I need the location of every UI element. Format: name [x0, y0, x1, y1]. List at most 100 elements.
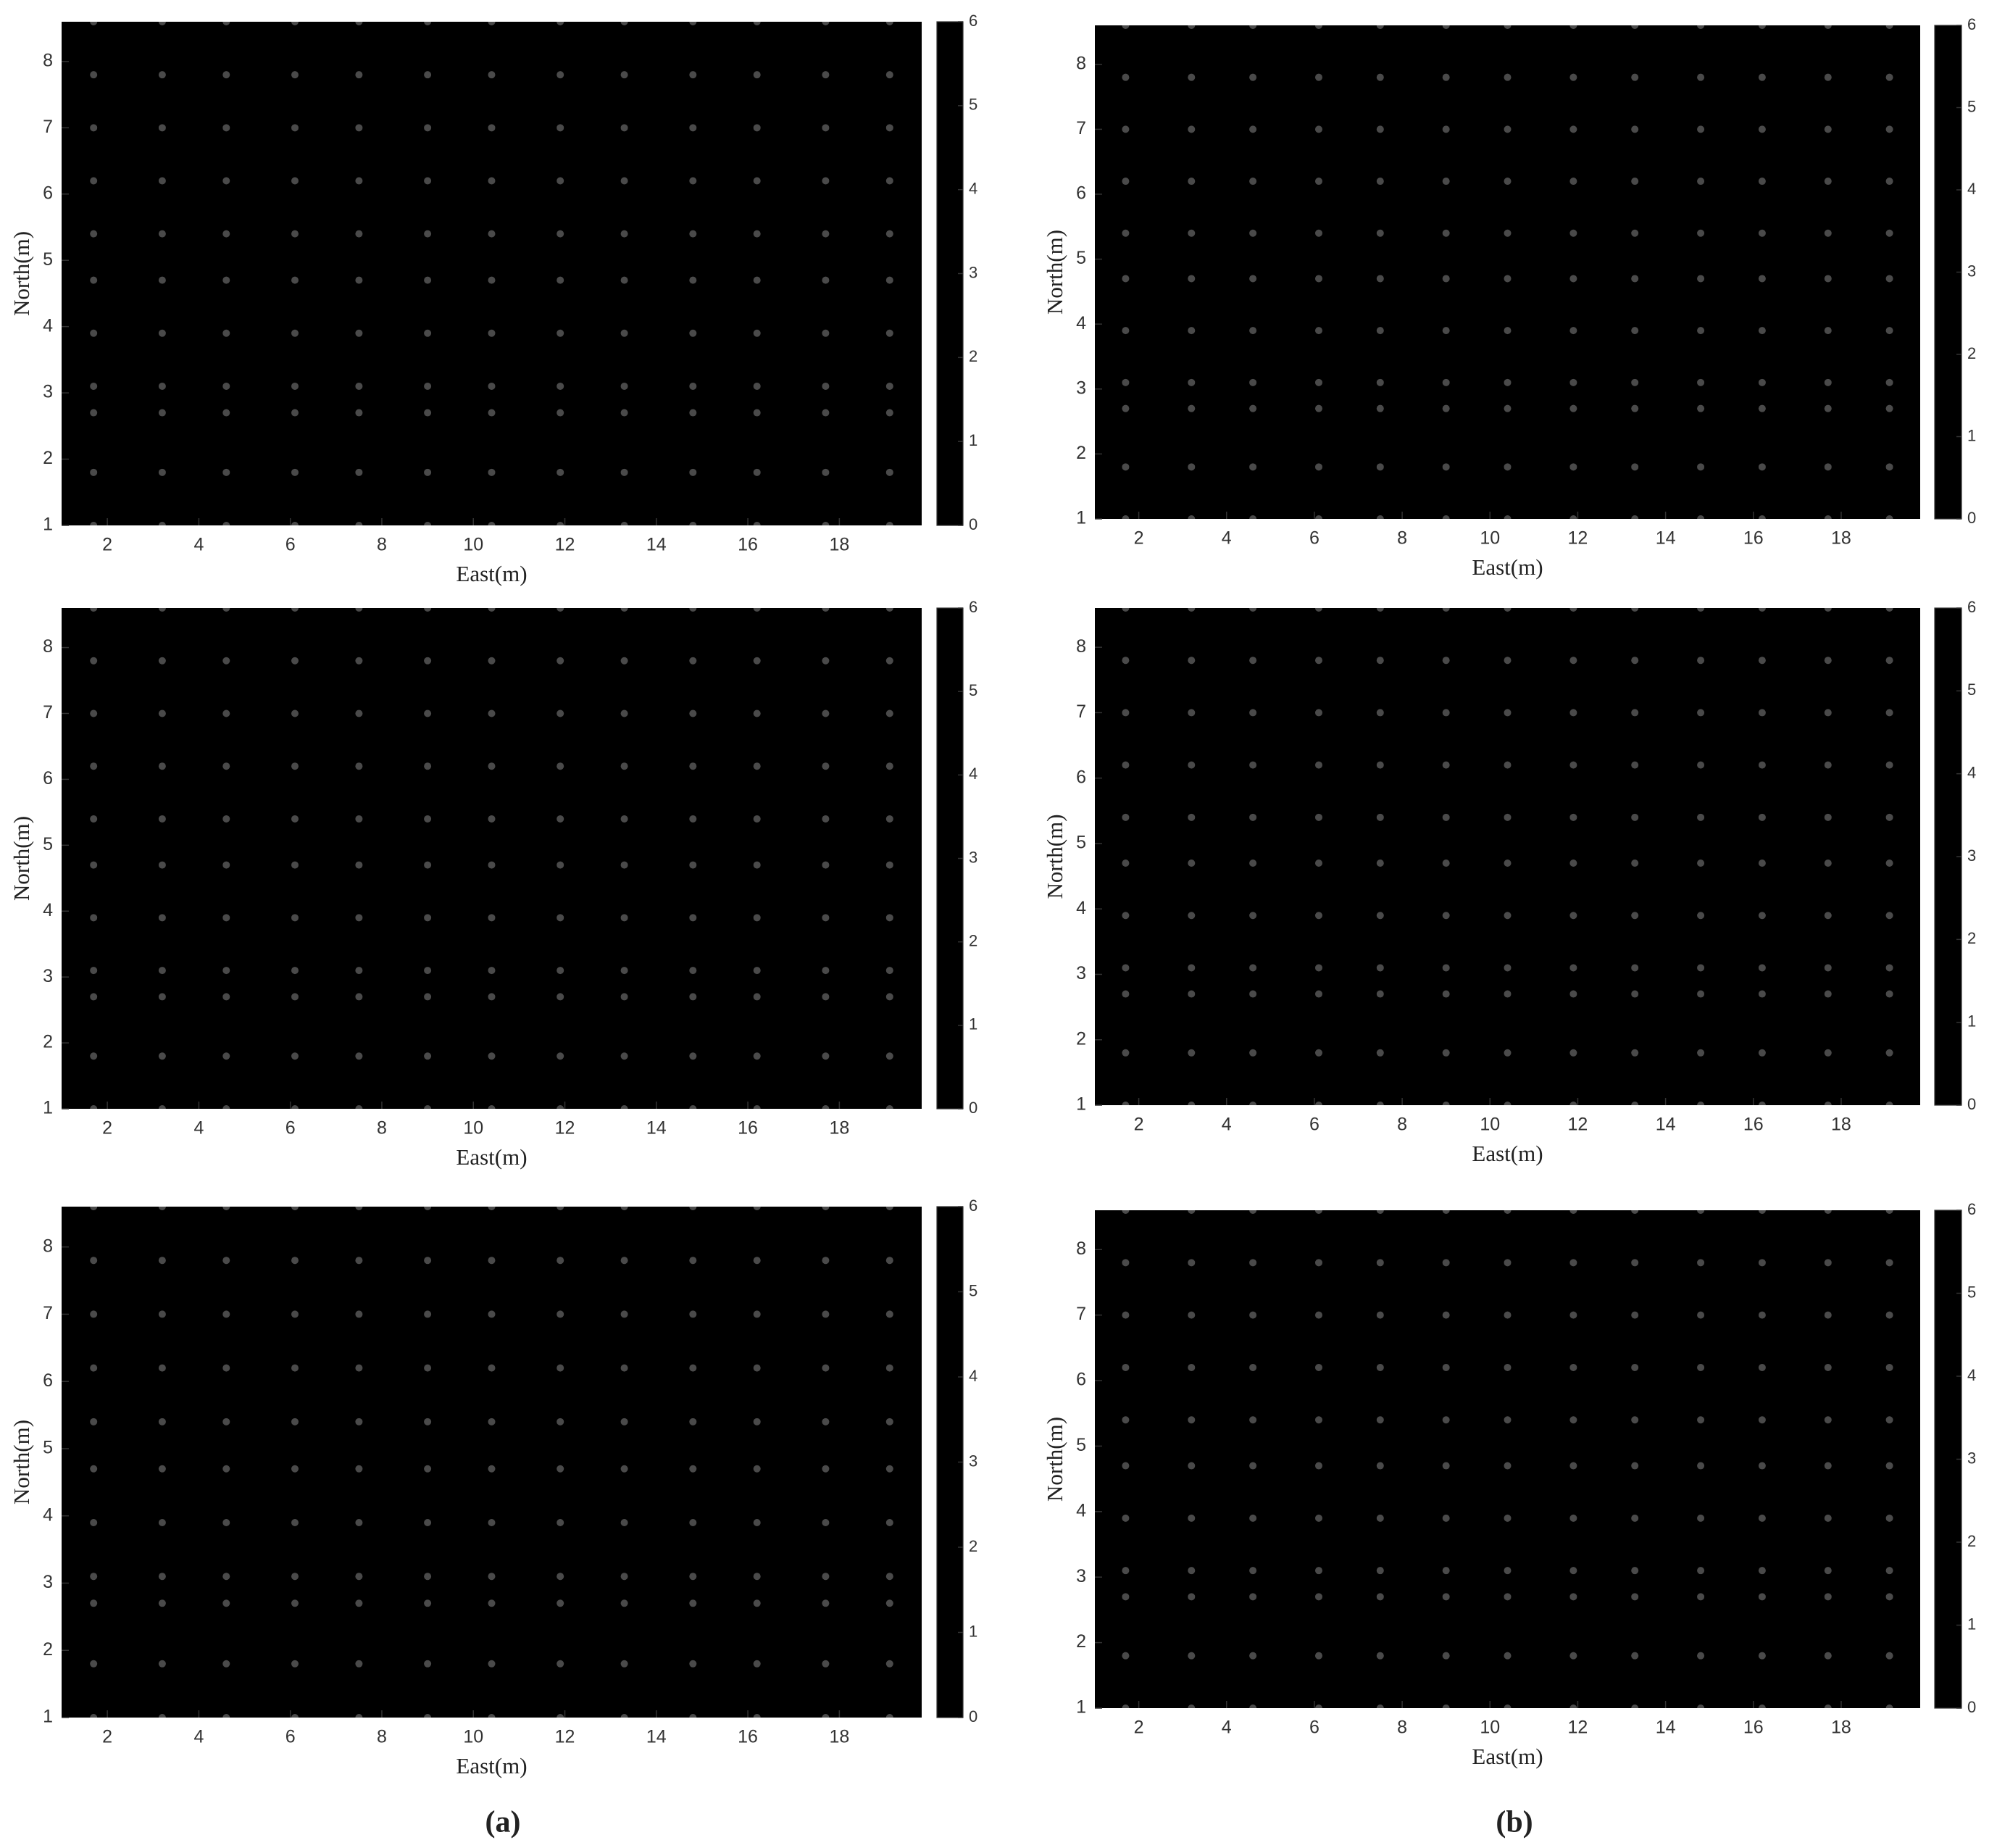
- heat-cell: [1335, 1255, 1425, 1336]
- sample-point: [158, 967, 166, 975]
- heat-cell: [221, 1253, 314, 1335]
- y-tick-label: 3: [43, 1572, 53, 1592]
- heat-cell: [1512, 1255, 1601, 1336]
- colorbar-tick-label: 0: [969, 1099, 977, 1117]
- sample-point: [1376, 73, 1384, 81]
- sample-point: [1824, 1416, 1832, 1424]
- sample-point: [1504, 178, 1512, 186]
- sample-point: [1697, 1363, 1705, 1371]
- sample-point: [424, 1573, 432, 1581]
- heat-cell: [62, 891, 131, 971]
- colorbar-tick-label: 1: [1967, 1615, 1976, 1633]
- sample-point: [90, 177, 98, 185]
- sample-point: [753, 522, 761, 525]
- sample-point: [222, 709, 230, 717]
- sample-point: [158, 762, 166, 770]
- x-tick-label: 4: [193, 535, 204, 555]
- sample-point: [90, 1518, 98, 1526]
- heat-cell: [496, 67, 588, 149]
- sample-point: [424, 409, 432, 417]
- sample-point: [291, 967, 299, 975]
- heat-cell: [404, 67, 497, 149]
- heat-cell: [1775, 226, 1864, 305]
- heat-cell: [770, 1333, 863, 1416]
- sample-point: [689, 967, 697, 975]
- sample-point: [90, 124, 98, 132]
- y-tick-label: 8: [43, 636, 53, 657]
- sample-point: [1442, 275, 1450, 283]
- sample-point: [355, 608, 363, 612]
- colorbar-tick-label: 4: [1967, 180, 1976, 198]
- heat-cell: [1095, 653, 1162, 733]
- sample-point: [1885, 813, 1893, 821]
- sample-point: [556, 1599, 564, 1607]
- sample-point: [1824, 1567, 1832, 1575]
- sample-point: [885, 608, 893, 612]
- sample-point: [620, 1105, 628, 1109]
- sample-point: [885, 1599, 893, 1607]
- sample-point: [1122, 25, 1130, 29]
- sample-point: [1758, 1514, 1766, 1522]
- sample-point: [885, 124, 893, 132]
- sample-point: [1504, 515, 1512, 519]
- sample-point: [1569, 608, 1577, 612]
- y-tick-label: 7: [43, 117, 53, 137]
- sample-points: [90, 22, 893, 525]
- y-tick-label: 3: [1076, 963, 1086, 983]
- sample-point: [222, 1518, 230, 1526]
- sample-point: [689, 762, 697, 770]
- y-tick-label: 2: [43, 1032, 53, 1052]
- sample-point: [885, 1418, 893, 1425]
- sample-point: [822, 1465, 830, 1473]
- heat-cell: [862, 891, 922, 971]
- heat-cell: [1423, 888, 1513, 968]
- heatmap-cells: [62, 1207, 922, 1718]
- sample-point: [689, 177, 697, 185]
- colorbar-tick-label: 0: [1967, 509, 1976, 527]
- heat-cell: [1423, 1046, 1513, 1105]
- sample-point: [1697, 1705, 1705, 1708]
- heat-cell: [62, 67, 131, 149]
- sample-point: [1631, 1210, 1639, 1214]
- sample-point: [424, 1364, 432, 1372]
- sample-point: [1504, 404, 1512, 412]
- sample-point: [1631, 1705, 1639, 1708]
- sample-point: [1758, 1416, 1766, 1424]
- sample-point: [822, 709, 830, 717]
- heat-cell: [587, 1253, 680, 1335]
- sample-point: [1885, 1363, 1893, 1371]
- sample-point: [291, 1207, 299, 1210]
- sample-point: [222, 522, 230, 525]
- sample-point: [753, 993, 761, 1001]
- sample-point: [1188, 178, 1196, 186]
- y-tick-label: 7: [1076, 118, 1086, 138]
- x-tick-label: 12: [555, 1118, 575, 1139]
- sample-point: [822, 522, 830, 525]
- sample-point: [1504, 25, 1512, 29]
- heat-cell: [1248, 1334, 1337, 1414]
- sample-point: [222, 1364, 230, 1372]
- sample-point: [1249, 25, 1257, 29]
- sample-point: [90, 815, 98, 823]
- heat-cell: [770, 465, 863, 525]
- x-axis-label: East(m): [1472, 1141, 1543, 1166]
- sample-point: [1569, 761, 1577, 769]
- heat-cell: [221, 386, 314, 467]
- heat-cell: [1599, 1334, 1688, 1414]
- x-tick-label: 2: [1134, 1718, 1144, 1738]
- sample-point: [488, 230, 496, 238]
- sample-point: [424, 861, 432, 869]
- sample-point: [1122, 229, 1130, 237]
- sample-point: [753, 1714, 761, 1718]
- heat-cell: [1512, 1334, 1601, 1414]
- heat-cell: [1599, 1210, 1688, 1257]
- x-tick-label: 6: [285, 535, 296, 555]
- sample-point: [488, 468, 496, 476]
- sample-point: [1376, 1259, 1384, 1267]
- colorbar-tick-label: 1: [1967, 426, 1976, 444]
- heat-cell: [1775, 732, 1864, 812]
- sample-point: [355, 409, 363, 417]
- heat-cell: [1248, 1255, 1337, 1336]
- sample-point: [1824, 1652, 1832, 1660]
- sample-point: [1631, 463, 1639, 471]
